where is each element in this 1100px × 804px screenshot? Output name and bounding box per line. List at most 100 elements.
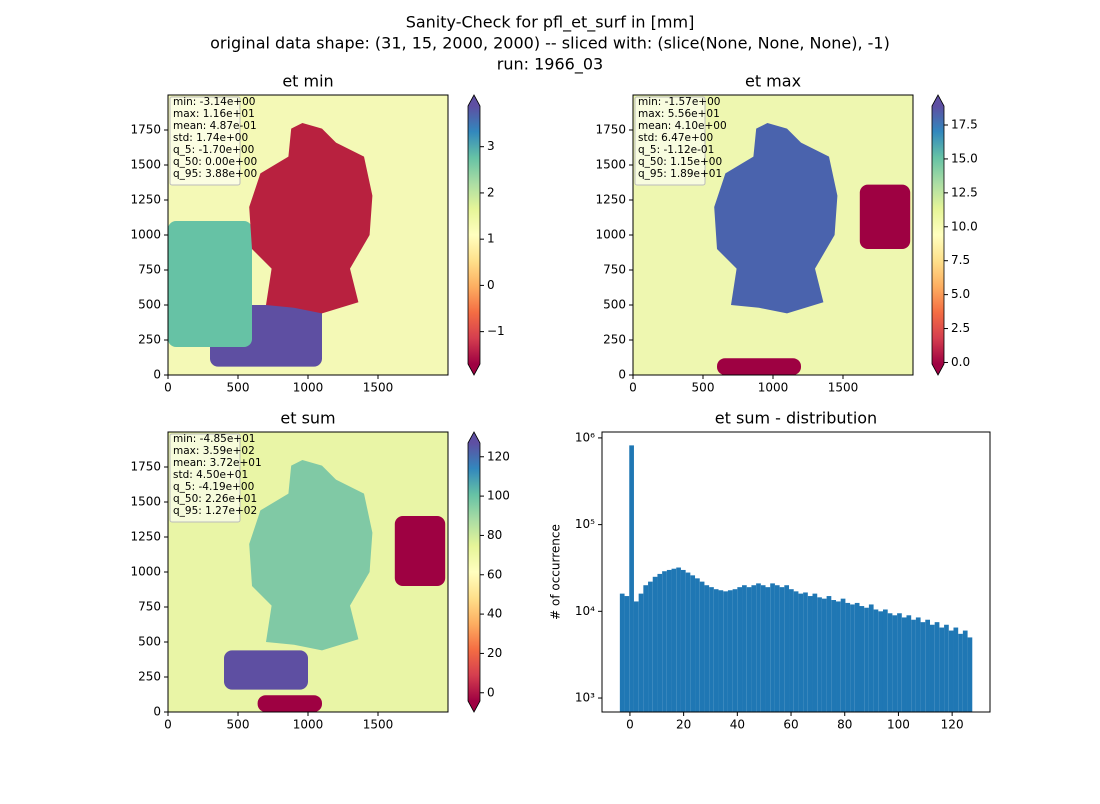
y-tick-label: 1750 bbox=[130, 460, 161, 474]
heatmap-image bbox=[859, 184, 911, 249]
histogram-bar bbox=[629, 445, 634, 712]
histogram-bar bbox=[751, 585, 757, 712]
y-tick-label: 1000 bbox=[595, 228, 626, 242]
y-tick-label: 1250 bbox=[130, 193, 161, 207]
colorbar bbox=[932, 106, 944, 364]
histogram-bar bbox=[958, 633, 963, 712]
stats-box bbox=[169, 433, 241, 523]
heatmap-image bbox=[249, 123, 373, 314]
histogram-bar bbox=[967, 637, 973, 712]
colorbar-tick-label: 0 bbox=[487, 278, 495, 292]
histogram-bar bbox=[624, 596, 630, 712]
histogram-bar bbox=[897, 613, 902, 712]
stats-text: max: 3.59e+02 bbox=[173, 445, 255, 457]
histogram-bar bbox=[713, 589, 719, 712]
stats-text: max: 1.16e+01 bbox=[173, 108, 255, 120]
y-tick-label: 10⁶ bbox=[575, 430, 595, 444]
x-tick-label: 40 bbox=[730, 718, 745, 732]
y-tick-label: 250 bbox=[138, 670, 161, 684]
x-tick-label: 120 bbox=[941, 718, 964, 732]
y-tick-label: 1500 bbox=[130, 495, 161, 509]
x-tick-label: 1000 bbox=[293, 381, 324, 395]
histogram-bar bbox=[709, 587, 714, 712]
histogram-bar bbox=[906, 615, 912, 712]
histogram-bar bbox=[779, 587, 785, 712]
histogram-bar bbox=[666, 569, 672, 712]
histogram-bar bbox=[911, 619, 916, 712]
colorbar-tick-label: 80 bbox=[487, 528, 502, 542]
y-tick-label: 250 bbox=[603, 333, 626, 347]
x-tick-label: 0 bbox=[164, 381, 172, 395]
y-tick-label: 750 bbox=[138, 600, 161, 614]
heatmap-image bbox=[168, 221, 252, 347]
y-tick-label: 1000 bbox=[130, 228, 161, 242]
histogram-bar bbox=[944, 624, 949, 712]
x-tick-label: 100 bbox=[887, 718, 910, 732]
histogram-bar bbox=[934, 622, 940, 712]
histogram-bar bbox=[826, 596, 832, 712]
colorbar-outline bbox=[467, 94, 481, 376]
x-tick-label: 1500 bbox=[363, 718, 394, 732]
stats-text: q_95: 1.89e+01 bbox=[638, 168, 722, 180]
figure-subtitle: run: 1966_03 bbox=[497, 55, 603, 75]
colorbar bbox=[468, 106, 480, 364]
histogram-bar bbox=[953, 627, 959, 712]
histogram-bar bbox=[770, 583, 775, 712]
y-tick-label: 10⁴ bbox=[575, 604, 595, 618]
histogram-bar bbox=[939, 627, 945, 712]
stats-text: q_95: 3.88e+00 bbox=[173, 168, 257, 180]
histogram-bar bbox=[793, 591, 799, 712]
colorbar-tick-label: −1 bbox=[487, 324, 505, 338]
stats-text: q_50: 2.26e+01 bbox=[173, 493, 257, 505]
stats-text: mean: 4.87e-01 bbox=[173, 120, 257, 132]
stats-box bbox=[634, 96, 706, 186]
histogram-bar bbox=[821, 598, 827, 712]
histogram-bar bbox=[817, 597, 822, 712]
heatmap-image bbox=[714, 123, 838, 314]
histogram-bar bbox=[774, 585, 780, 712]
histogram-bar bbox=[878, 611, 883, 712]
x-tick-label: 1500 bbox=[828, 381, 859, 395]
y-tick-label: 1500 bbox=[595, 158, 626, 172]
histogram-bar bbox=[920, 622, 926, 712]
y-tick-label: 1750 bbox=[130, 123, 161, 137]
colorbar-tick-label: 7.5 bbox=[951, 253, 970, 267]
histogram-bar bbox=[643, 585, 649, 712]
histogram-bar bbox=[742, 585, 747, 712]
histogram-bar bbox=[723, 591, 728, 712]
histogram-bar bbox=[727, 590, 733, 712]
histogram-bar bbox=[915, 617, 921, 712]
histogram-bar bbox=[845, 602, 851, 712]
stats-text: mean: 4.10e+00 bbox=[638, 120, 727, 132]
histogram-bar bbox=[854, 602, 860, 712]
histogram-bar bbox=[746, 587, 752, 712]
stats-text: std: 6.47e+00 bbox=[638, 132, 713, 144]
colorbar-tick-label: 60 bbox=[487, 567, 502, 581]
histogram-bar bbox=[798, 593, 804, 712]
figure-subtitle: original data shape: (31, 15, 2000, 2000… bbox=[210, 34, 890, 53]
histogram-bar bbox=[619, 593, 625, 712]
histogram-bar bbox=[690, 575, 696, 712]
stats-text: q_50: 1.15e+00 bbox=[638, 156, 722, 168]
y-tick-label: 1000 bbox=[130, 565, 161, 579]
y-tick-label: 250 bbox=[138, 333, 161, 347]
colorbar-tick-label: 1 bbox=[487, 232, 495, 246]
colorbar-tick-label: 5.0 bbox=[951, 287, 970, 301]
histogram-bar bbox=[807, 596, 813, 712]
histogram-bar bbox=[789, 589, 794, 712]
colorbar-tick-label: 100 bbox=[487, 489, 510, 503]
colorbar-tick-label: 12.5 bbox=[951, 185, 978, 199]
histogram-bar bbox=[718, 590, 724, 712]
axes-title: et max bbox=[745, 72, 801, 91]
y-tick-label: 10⁵ bbox=[575, 517, 595, 531]
histogram-bar bbox=[864, 607, 869, 712]
histogram-bar bbox=[676, 567, 681, 712]
histogram-bar bbox=[657, 573, 663, 712]
histogram-bar bbox=[901, 617, 907, 712]
stats-box bbox=[169, 96, 241, 186]
y-tick-label: 0 bbox=[153, 705, 161, 719]
histogram-bar bbox=[873, 609, 879, 712]
colorbar-extend bbox=[468, 701, 480, 712]
y-tick-label: 1750 bbox=[595, 123, 626, 137]
y-tick-label: 500 bbox=[138, 635, 161, 649]
